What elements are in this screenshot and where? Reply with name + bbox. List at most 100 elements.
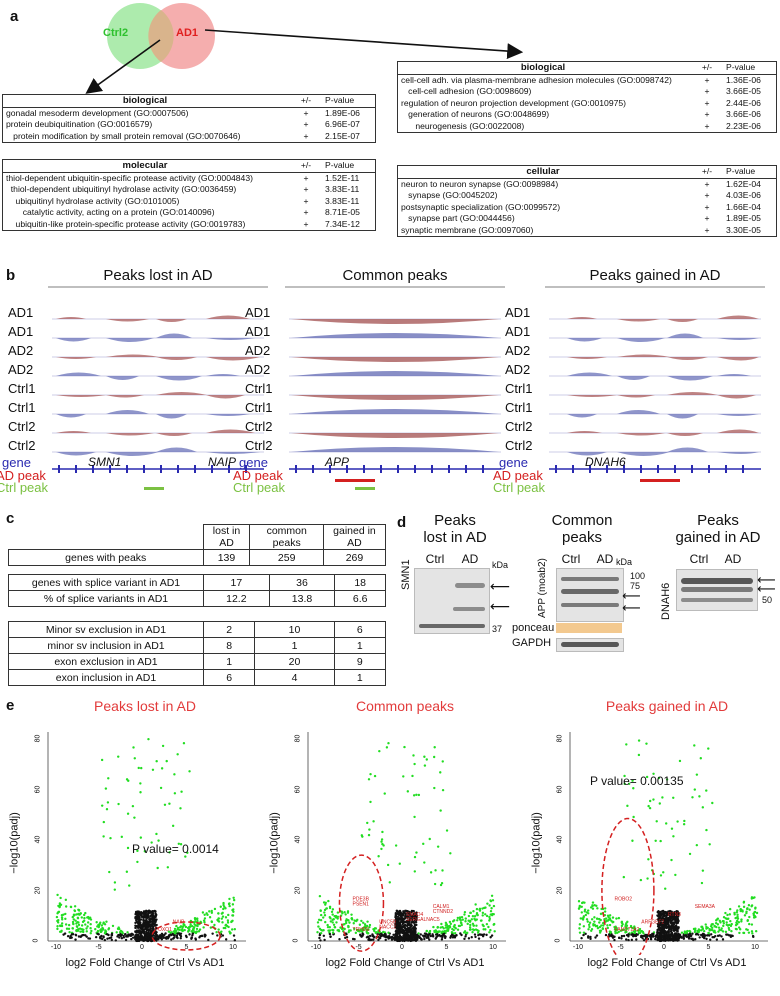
volcano-point [344, 921, 348, 925]
volcano-point [146, 924, 150, 928]
volcano-point [445, 829, 449, 832]
volcano-point [362, 921, 365, 924]
volcano-point [462, 931, 466, 934]
volcano-point [148, 928, 152, 931]
track-label: AD2 [8, 343, 34, 358]
volcano-point [750, 930, 754, 933]
junction-arc [106, 319, 149, 322]
volcano-point [170, 938, 173, 941]
volcano-point [657, 938, 660, 941]
exon-mark [482, 465, 484, 473]
volcano-point [623, 774, 626, 778]
junction-arc [617, 319, 660, 322]
volcano-point [434, 933, 438, 936]
junction-arc [106, 354, 159, 357]
volcano-point [166, 935, 170, 939]
volcano-point [589, 937, 592, 941]
volcano-point [152, 915, 155, 918]
volcano-point [354, 931, 358, 935]
junction-arc [667, 392, 718, 395]
volcano-point [414, 935, 418, 938]
volcano-point [328, 929, 332, 932]
volcano-point [110, 938, 114, 942]
junction-arc [206, 374, 240, 376]
volcano-point [379, 936, 382, 940]
volcano-point [221, 934, 225, 937]
volcano-point [471, 915, 475, 918]
volcano-point [444, 924, 448, 927]
volcano-point [448, 920, 452, 924]
volcano-point [368, 925, 371, 929]
junction-arc [156, 392, 207, 395]
volcano-point [456, 919, 459, 922]
table-row: genes with peaks 139 259 269 [8, 549, 387, 566]
volcano-point [677, 919, 680, 923]
y-tick-label: 20 [34, 886, 42, 894]
volcano-point [83, 913, 86, 917]
y-axis-label: −log10(padj) [268, 811, 281, 874]
junction-arc [567, 452, 607, 456]
volcano-point [175, 924, 178, 928]
volcano-point [402, 910, 405, 913]
volcano-point [166, 866, 170, 869]
volcano-point [596, 926, 600, 930]
volcano-point [410, 924, 413, 927]
volcano-point [145, 926, 148, 930]
volcano-point [579, 917, 582, 920]
volcano-point [453, 936, 457, 939]
volcano-point [450, 933, 454, 936]
volcano-point [604, 907, 607, 910]
volcano-point [417, 793, 421, 797]
volcano-point [449, 852, 452, 855]
volcano-point [424, 935, 427, 938]
volcano-point [318, 936, 321, 940]
blot-lost-protein: SMN1 [400, 559, 412, 590]
ad-peak-bar [335, 479, 375, 482]
volcano-point [147, 737, 150, 741]
volcano-point [650, 934, 653, 937]
junction-arc [156, 433, 192, 436]
volcano-point [586, 935, 590, 938]
volcano-point [735, 921, 738, 924]
volcano-point [490, 894, 494, 897]
volcano-point [670, 827, 674, 830]
y-tick-label: 40 [34, 835, 42, 844]
volcano-point [746, 919, 749, 923]
junction-arc [567, 414, 597, 418]
volcano-point [80, 934, 83, 937]
volcano-point [232, 934, 236, 937]
volcano-point [459, 932, 462, 935]
volcano-point [467, 914, 471, 918]
volcano-point [481, 911, 485, 915]
volcano-point [153, 923, 156, 926]
volcano-point [131, 804, 135, 808]
volcano-point [374, 931, 378, 934]
volcano-point [406, 939, 410, 942]
gene-name-label: NAIP [208, 455, 237, 469]
volcano-point [639, 878, 643, 882]
volcano-point [667, 920, 670, 924]
volcano-point [193, 923, 196, 926]
volcano-point [222, 901, 225, 905]
junction-arc [667, 357, 708, 360]
volcano-point [458, 924, 462, 928]
volcano-point [366, 920, 369, 923]
venn-arrows [85, 29, 524, 94]
volcano-point [747, 903, 751, 907]
volcano-point [593, 920, 596, 923]
table-c-middle: genes with splice variant in AD1 17 36 18 %… [8, 574, 386, 607]
volcano-point [471, 931, 474, 934]
go-row: gonadal mesoderm development (GO:0007506… [6, 107, 360, 118]
volcano-point [390, 938, 394, 941]
blot-lost-image [414, 568, 490, 634]
volcano-point [180, 790, 183, 793]
volcano-point [157, 839, 160, 842]
volcano-point [601, 921, 605, 925]
volcano-point [693, 788, 697, 791]
volcano-point [322, 916, 325, 919]
volcano-point [580, 911, 583, 914]
blot-gained-protein: DNAH6 [660, 582, 672, 620]
volcano-point [433, 882, 437, 886]
volcano-point [180, 929, 183, 932]
volcano-point [662, 871, 665, 874]
